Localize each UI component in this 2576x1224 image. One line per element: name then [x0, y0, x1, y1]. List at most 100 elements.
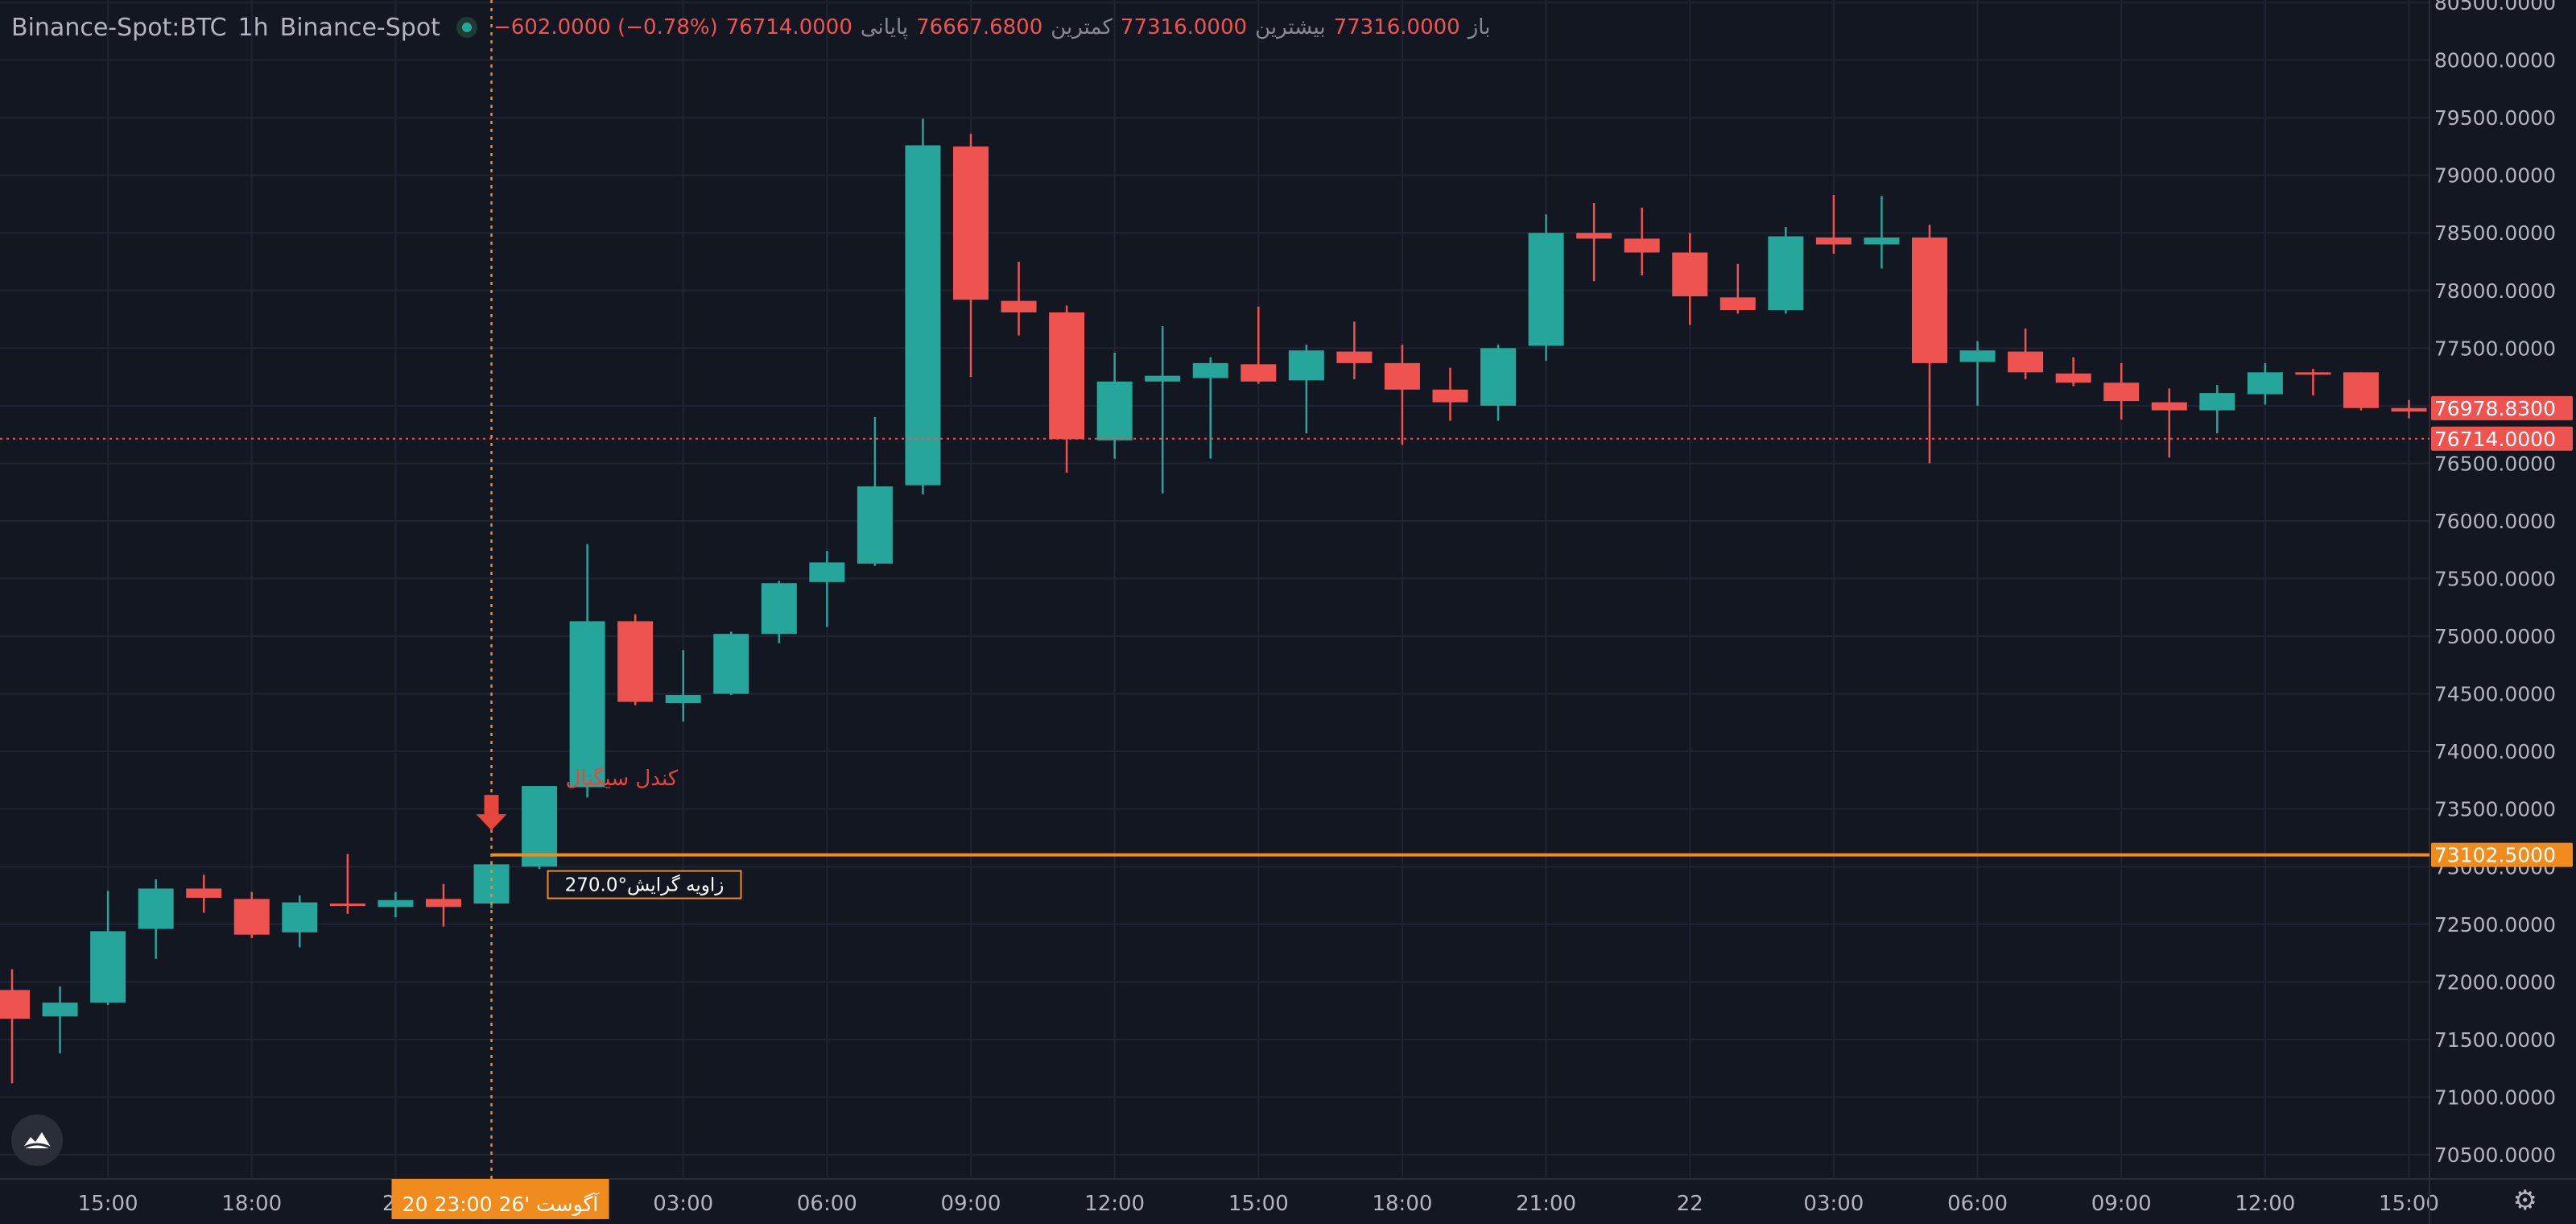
logo-icon[interactable]	[11, 1114, 63, 1166]
x-tick-label: 15:00	[1228, 1192, 1289, 1216]
candle-body[interactable]	[282, 902, 318, 932]
y-tick-label: 74000.0000	[2434, 740, 2556, 763]
x-tick-label: 22	[1677, 1192, 1703, 1216]
candle-body[interactable]	[905, 145, 941, 486]
candle-body[interactable]	[425, 899, 461, 908]
candle-body[interactable]	[1576, 233, 1612, 239]
chart-legend: Binance-Spot:BTC 1h Binance-Spot باز 773…	[11, 11, 1490, 43]
candle-body[interactable]	[713, 634, 749, 694]
candle-body[interactable]	[1912, 237, 1947, 363]
candle-body[interactable]	[1432, 389, 1468, 403]
x-tick-label: 09:00	[941, 1192, 1001, 1216]
low-label: کمترین	[1051, 15, 1113, 39]
close-value: 76714.0000	[725, 15, 852, 39]
candle-body[interactable]	[522, 786, 558, 867]
x-tick-label: 21:00	[1516, 1192, 1576, 1216]
candle-body[interactable]	[1001, 300, 1037, 312]
x-tick-label: 03:00	[1803, 1192, 1864, 1216]
candle-body[interactable]	[665, 695, 701, 704]
y-tick-label: 76000.0000	[2434, 510, 2556, 533]
candle-body[interactable]	[1384, 362, 1420, 390]
candle-body[interactable]	[617, 621, 654, 702]
candle-body[interactable]	[90, 931, 126, 1003]
candle-body[interactable]	[1049, 312, 1085, 440]
y-tick-label: 78000.0000	[2434, 279, 2556, 303]
candle-body[interactable]	[761, 583, 797, 635]
candle-body[interactable]	[1336, 351, 1373, 363]
candle-body[interactable]	[2295, 372, 2331, 375]
candle-body[interactable]	[1672, 252, 1708, 296]
open-value: 77316.0000	[1333, 15, 1460, 39]
gear-icon[interactable]: ⚙	[2512, 1185, 2537, 1217]
signal-arrow-icon	[476, 795, 507, 831]
x-tick-label: 06:00	[1947, 1192, 2008, 1216]
candle-body[interactable]	[1864, 237, 1900, 245]
candle-body[interactable]	[953, 146, 989, 300]
mountain-logo-icon	[22, 1132, 52, 1150]
candle-body[interactable]	[2008, 351, 2044, 373]
candle-body[interactable]	[1959, 350, 1996, 362]
x-tick-label: 06:00	[797, 1192, 857, 1216]
price-label-box	[2431, 842, 2573, 867]
x-tick-label: 15:00	[78, 1192, 138, 1216]
high-value: 77316.0000	[1120, 15, 1248, 39]
candle-body[interactable]	[1480, 348, 1517, 406]
x-tick-label: 12:00	[2235, 1192, 2295, 1216]
candle-body[interactable]	[1241, 364, 1277, 382]
market-status-icon	[456, 17, 477, 38]
candle-body[interactable]	[378, 899, 414, 908]
candle-body[interactable]	[2247, 372, 2283, 395]
price-label-box	[2431, 395, 2573, 420]
y-tick-label: 73500.0000	[2434, 798, 2556, 821]
candle-body[interactable]	[2343, 372, 2379, 408]
candle-body[interactable]	[0, 990, 30, 1019]
y-tick-label: 74500.0000	[2434, 683, 2556, 706]
candle-body[interactable]	[42, 1003, 78, 1017]
open-label: باز	[1468, 15, 1491, 39]
y-tick-label: 75500.0000	[2434, 568, 2556, 591]
y-tick-label: 80000.0000	[2434, 49, 2556, 72]
candle-body[interactable]	[138, 888, 174, 929]
candle-body[interactable]	[1096, 381, 1133, 440]
candle-body[interactable]	[1719, 297, 1756, 311]
candle-body[interactable]	[569, 621, 605, 788]
x-tick-label: 12:00	[1084, 1192, 1145, 1216]
candle-body[interactable]	[2199, 393, 2235, 411]
y-tick-label: 72500.0000	[2434, 913, 2556, 937]
interval-label[interactable]: 1h	[237, 13, 269, 42]
y-tick-label: 72000.0000	[2434, 970, 2556, 994]
candle-body[interactable]	[1768, 236, 1804, 311]
candle-body[interactable]	[1624, 238, 1660, 253]
candle-body[interactable]	[1528, 233, 1564, 346]
candle-body[interactable]	[2103, 382, 2140, 402]
candle-body[interactable]	[1815, 237, 1852, 245]
y-tick-label: 80500.0000	[2434, 0, 2556, 14]
symbol-name[interactable]: Binance-Spot:BTC	[11, 13, 227, 42]
close-label: پایانی	[860, 15, 909, 39]
low-value: 76667.6800	[916, 15, 1043, 39]
candle-body[interactable]	[2055, 373, 2091, 383]
candle-body[interactable]	[809, 562, 845, 582]
candle-body[interactable]	[857, 486, 893, 564]
high-label: بیشترین	[1255, 15, 1326, 39]
crosshair-time-label: 20 آگوست '26 23:00	[402, 1192, 600, 1216]
candle-body[interactable]	[233, 899, 270, 935]
candle-body[interactable]	[2391, 407, 2427, 412]
y-tick-label: 79500.0000	[2434, 106, 2556, 130]
signal-label: کندل سیگنال	[566, 766, 679, 791]
candle-body[interactable]	[2151, 402, 2187, 411]
candle-body[interactable]	[1192, 362, 1228, 378]
candle-body[interactable]	[186, 888, 222, 898]
y-tick-label: 79000.0000	[2434, 164, 2556, 188]
y-tick-label: 70500.0000	[2434, 1143, 2556, 1167]
price-label: 76978.8300	[2434, 397, 2556, 420]
candle-body[interactable]	[1145, 375, 1181, 382]
candle-body[interactable]	[1288, 350, 1324, 381]
price-label: 73102.5000	[2434, 844, 2556, 867]
x-tick-label: 03:00	[653, 1192, 713, 1216]
candle-body[interactable]	[329, 904, 365, 907]
price-label: 76714.0000	[2434, 428, 2556, 451]
y-tick-label: 75000.0000	[2434, 625, 2556, 648]
